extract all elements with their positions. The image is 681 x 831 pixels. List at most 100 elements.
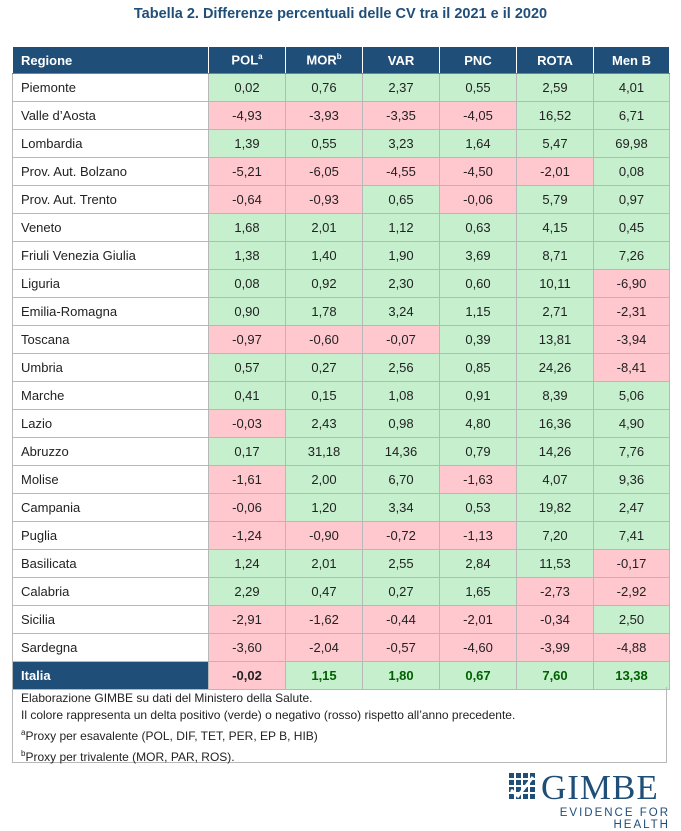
value-cell: -6,05: [285, 157, 363, 186]
value-cell: -6,90: [593, 269, 670, 298]
region-cell: Lazio: [12, 409, 209, 438]
value-cell: 0,53: [439, 493, 517, 522]
value-cell: 0,85: [439, 353, 517, 382]
value-cell: 1,38: [208, 241, 286, 270]
value-cell: 7,20: [516, 521, 594, 550]
value-cell: 3,34: [362, 493, 440, 522]
value-cell: 3,24: [362, 297, 440, 326]
region-cell: Toscana: [12, 325, 209, 354]
gimbe-wordmark: GIMBE: [541, 768, 659, 807]
value-cell: 3,23: [362, 129, 440, 158]
value-cell: -0,97: [208, 325, 286, 354]
value-cell: 1,20: [285, 493, 363, 522]
table-row: Toscana -0,97 -0,60 -0,07 0,39 13,81 -3,94: [12, 325, 670, 354]
value-cell: -1,63: [439, 465, 517, 494]
table-row: Puglia -1,24 -0,90 -0,72 -1,13 7,20 7,41: [12, 521, 670, 550]
value-cell: -4,05: [439, 101, 517, 130]
value-cell: -0,03: [208, 409, 286, 438]
region-cell: Umbria: [12, 353, 209, 382]
value-cell: -0,06: [208, 493, 286, 522]
value-cell: 7,60: [516, 661, 594, 690]
region-cell: Puglia: [12, 521, 209, 550]
region-cell: Marche: [12, 381, 209, 410]
region-cell: Basilicata: [12, 549, 209, 578]
value-cell: 0,92: [285, 269, 363, 298]
value-cell: 1,12: [362, 213, 440, 242]
value-cell: 4,15: [516, 213, 594, 242]
value-cell: 4,01: [593, 73, 670, 102]
table-row: Prov. Aut. Trento -0,64 -0,93 0,65 -0,06 5,79…: [12, 185, 670, 214]
value-cell: -3,35: [362, 101, 440, 130]
value-cell: 0,15: [285, 381, 363, 410]
value-cell: 0,76: [285, 73, 363, 102]
region-cell: Sicilia: [12, 605, 209, 634]
table-row: Emilia-Romagna 0,90 1,78 3,24 1,15 2,71 -2,31: [12, 297, 670, 326]
value-cell: 5,79: [516, 185, 594, 214]
value-cell: 7,26: [593, 241, 670, 270]
value-cell: -0,60: [285, 325, 363, 354]
value-cell: 10,11: [516, 269, 594, 298]
table-row: Piemonte 0,02 0,76 2,37 0,55 2,59 4,01: [12, 73, 670, 102]
value-cell: -3,94: [593, 325, 670, 354]
value-cell: 11,53: [516, 549, 594, 578]
value-cell: -2,91: [208, 605, 286, 634]
value-cell: 16,36: [516, 409, 594, 438]
value-cell: 0,91: [439, 381, 517, 410]
region-cell: Emilia-Romagna: [12, 297, 209, 326]
value-cell: -1,24: [208, 521, 286, 550]
value-cell: 8,39: [516, 381, 594, 410]
value-cell: 14,36: [362, 437, 440, 466]
header-mor: MORb: [285, 46, 363, 74]
value-cell: 4,90: [593, 409, 670, 438]
value-cell: 2,59: [516, 73, 594, 102]
value-cell: -0,06: [439, 185, 517, 214]
value-cell: 7,76: [593, 437, 670, 466]
note-proxy-pol: aProxy per esavalente (POL, DIF, TET, PE…: [21, 728, 318, 743]
value-cell: 1,24: [208, 549, 286, 578]
value-cell: -0,17: [593, 549, 670, 578]
value-cell: 1,78: [285, 297, 363, 326]
value-cell: 2,01: [285, 549, 363, 578]
value-cell: 0,41: [208, 381, 286, 410]
value-cell: 0,27: [362, 577, 440, 606]
value-cell: 0,17: [208, 437, 286, 466]
value-cell: 0,55: [285, 129, 363, 158]
value-cell: -0,02: [208, 661, 286, 690]
value-cell: 1,39: [208, 129, 286, 158]
value-cell: -2,31: [593, 297, 670, 326]
table-row: Campania -0,06 1,20 3,34 0,53 19,82 2,47: [12, 493, 670, 522]
region-cell: Italia: [12, 661, 209, 690]
value-cell: -3,99: [516, 633, 594, 662]
value-cell: -2,01: [439, 605, 517, 634]
region-cell: Liguria: [12, 269, 209, 298]
value-cell: 0,57: [208, 353, 286, 382]
table-row: Sicilia -2,91 -1,62 -0,44 -2,01 -0,34 2,50: [12, 605, 670, 634]
value-cell: 7,41: [593, 521, 670, 550]
header-pol: POLa: [208, 46, 286, 74]
region-cell: Molise: [12, 465, 209, 494]
value-cell: 0,60: [439, 269, 517, 298]
value-cell: 2,37: [362, 73, 440, 102]
value-cell: 4,80: [439, 409, 517, 438]
value-cell: 2,71: [516, 297, 594, 326]
value-cell: -0,90: [285, 521, 363, 550]
header-pnc: PNC: [439, 46, 517, 74]
value-cell: -2,04: [285, 633, 363, 662]
region-cell: Piemonte: [12, 73, 209, 102]
value-cell: -0,34: [516, 605, 594, 634]
value-cell: -0,44: [362, 605, 440, 634]
table-row: Abruzzo 0,17 31,18 14,36 0,79 14,26 7,76: [12, 437, 670, 466]
table-row: Lombardia 1,39 0,55 3,23 1,64 5,47 69,98: [12, 129, 670, 158]
value-cell: 5,06: [593, 381, 670, 410]
value-cell: 2,84: [439, 549, 517, 578]
value-cell: 1,64: [439, 129, 517, 158]
note-proxy-mor: bProxy per trivalente (MOR, PAR, ROS).: [21, 749, 235, 764]
region-cell: Prov. Aut. Trento: [12, 185, 209, 214]
table-row: Valle d’Aosta -4,93 -3,93 -3,35 -4,05 16,52 6,…: [12, 101, 670, 130]
value-cell: 1,40: [285, 241, 363, 270]
value-cell: 0,65: [362, 185, 440, 214]
value-cell: 2,56: [362, 353, 440, 382]
region-cell: Valle d’Aosta: [12, 101, 209, 130]
value-cell: -0,72: [362, 521, 440, 550]
value-cell: 0,08: [593, 157, 670, 186]
